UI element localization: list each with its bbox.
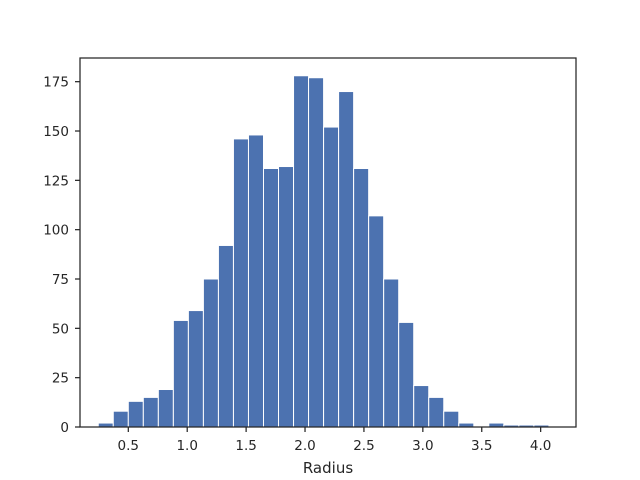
y-axis-ticks: 0 25 50 75 100 125 150 175 [43,75,80,436]
histogram-bar [293,75,310,428]
histogram-bar [262,168,280,428]
histogram-bar [172,319,189,428]
histogram-bar [398,321,415,428]
histogram-bar [353,168,370,428]
histogram-bar [338,91,355,428]
axes-frame [79,57,577,428]
x-tick-label: 4.0 [530,438,551,454]
y-tick-label: 50 [52,321,69,337]
y-tick-label: 125 [43,173,69,189]
histogram-bar [127,400,144,428]
histogram-bar [217,244,234,428]
x-axis-ticks: 0.5 1.0 1.5 2.0 2.5 3.0 3.5 4.0 [118,427,551,454]
x-tick-label: 2.5 [353,438,374,454]
histogram-bar [278,166,295,428]
y-tick-label: 75 [52,272,69,288]
x-tick-label: 1.5 [235,438,256,454]
histogram-bar [443,410,460,428]
y-tick-label: 100 [43,223,69,239]
y-tick-label: 25 [52,371,69,387]
histogram-bar [323,126,340,428]
histogram-bar [383,278,400,428]
x-axis-label: Radius [303,459,353,477]
histogram-bar [157,389,174,428]
y-tick-label: 150 [43,124,69,140]
x-tick-label: 3.0 [412,438,433,454]
histogram-bar [187,310,204,428]
histogram-bar [247,134,264,428]
y-tick-label: 175 [43,75,69,91]
histogram-bar [232,138,249,428]
x-tick-label: 1.0 [176,438,197,454]
x-tick-label: 3.5 [471,438,492,454]
histogram-bar [413,385,430,428]
histogram-bar [428,396,445,428]
histogram-bar [202,278,219,428]
x-tick-label: 0.5 [118,438,139,454]
histogram-bar [142,396,159,428]
histogram-bar [308,77,325,428]
y-tick-label: 0 [60,420,69,436]
histogram-bars [97,75,550,428]
histogram-bar [368,215,385,428]
histogram-bar [112,410,129,428]
x-tick-label: 2.0 [294,438,315,454]
